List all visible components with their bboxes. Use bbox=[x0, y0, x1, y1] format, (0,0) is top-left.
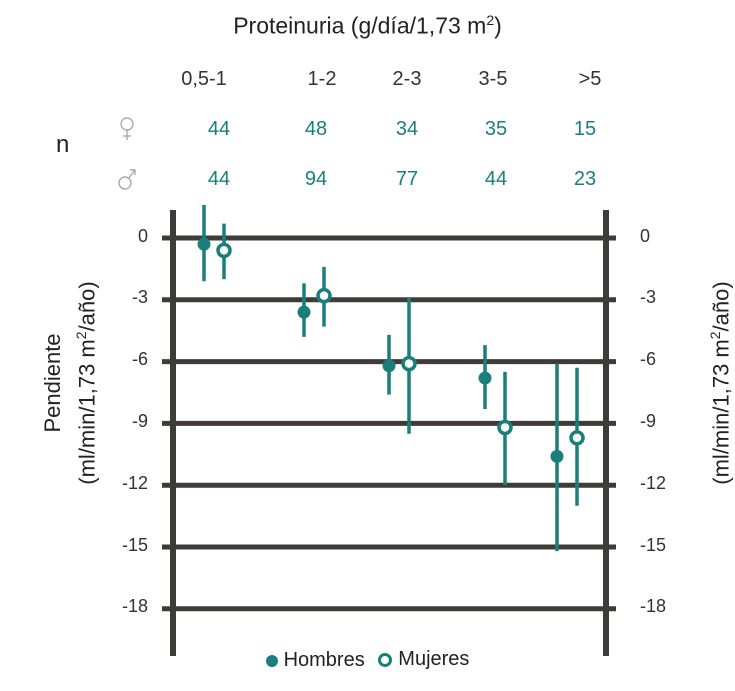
y-tick-label-right: -3 bbox=[640, 287, 657, 307]
male-count: 94 bbox=[304, 168, 328, 190]
category-label: 0,5-1 bbox=[181, 68, 227, 90]
legend: Hombres Mujeres bbox=[0, 648, 735, 673]
point-mujeres bbox=[216, 242, 232, 259]
chart-title: Proteinuria (g/día/1,73 m2) bbox=[233, 12, 502, 39]
male-count: 44 bbox=[207, 168, 231, 190]
y-tick-label-left: -9 bbox=[131, 411, 148, 431]
category-label: 2-3 bbox=[392, 68, 422, 90]
y-tick-label-left: -12 bbox=[121, 473, 148, 493]
y-tick-label-right: -18 bbox=[640, 596, 667, 616]
point-hombres bbox=[550, 449, 564, 463]
point-hombres bbox=[382, 359, 396, 373]
category-label: 3-5 bbox=[478, 68, 508, 90]
female-count: 34 bbox=[395, 118, 419, 140]
point-mujeres bbox=[497, 419, 513, 436]
y-tick-label-left: -6 bbox=[131, 349, 148, 369]
y-tick-label-right: -15 bbox=[640, 535, 667, 555]
male-count: 44 bbox=[484, 168, 508, 190]
category-label: >5 bbox=[578, 68, 602, 90]
y-tick-label-left: -3 bbox=[131, 287, 148, 307]
y-tick-label-right: -12 bbox=[640, 473, 667, 493]
female-count: 15 bbox=[573, 118, 597, 140]
y-tick-label-left: 0 bbox=[137, 226, 148, 246]
y-tick-label-right: 0 bbox=[640, 226, 651, 246]
y-axis-label-left: Pendiente (ml/min/1,73 m2/año) bbox=[40, 281, 100, 485]
n-label: n bbox=[56, 131, 70, 158]
female-count: 35 bbox=[484, 118, 508, 140]
male-count: 77 bbox=[395, 168, 419, 190]
point-mujeres bbox=[569, 430, 585, 446]
filled-circle-icon bbox=[265, 654, 278, 667]
legend-item-hombres: Hombres bbox=[265, 649, 365, 672]
male-symbol-icon bbox=[118, 169, 136, 190]
female-count: 44 bbox=[207, 118, 231, 140]
point-hombres bbox=[478, 371, 492, 385]
point-mujeres bbox=[401, 355, 417, 372]
point-mujeres bbox=[316, 287, 332, 304]
point-hombres bbox=[297, 305, 311, 319]
y-tick-label-left: -18 bbox=[121, 596, 148, 616]
legend-item-mujeres: Mujeres bbox=[378, 648, 469, 671]
hollow-circle-icon bbox=[378, 652, 393, 667]
legend-label: Hombres bbox=[283, 649, 365, 671]
point-hombres bbox=[197, 237, 211, 251]
y-axis-label-right: (ml/min/1,73 m2/año) bbox=[707, 281, 734, 485]
category-label: 1-2 bbox=[307, 68, 337, 90]
female-symbol-icon bbox=[120, 117, 134, 140]
y-tick-label-right: -6 bbox=[640, 349, 657, 369]
legend-label: Mujeres bbox=[398, 648, 470, 670]
male-count: 23 bbox=[573, 168, 597, 190]
y-tick-label-right: -9 bbox=[640, 411, 657, 431]
female-count: 48 bbox=[304, 118, 328, 140]
y-tick-label-left: -15 bbox=[121, 535, 148, 555]
